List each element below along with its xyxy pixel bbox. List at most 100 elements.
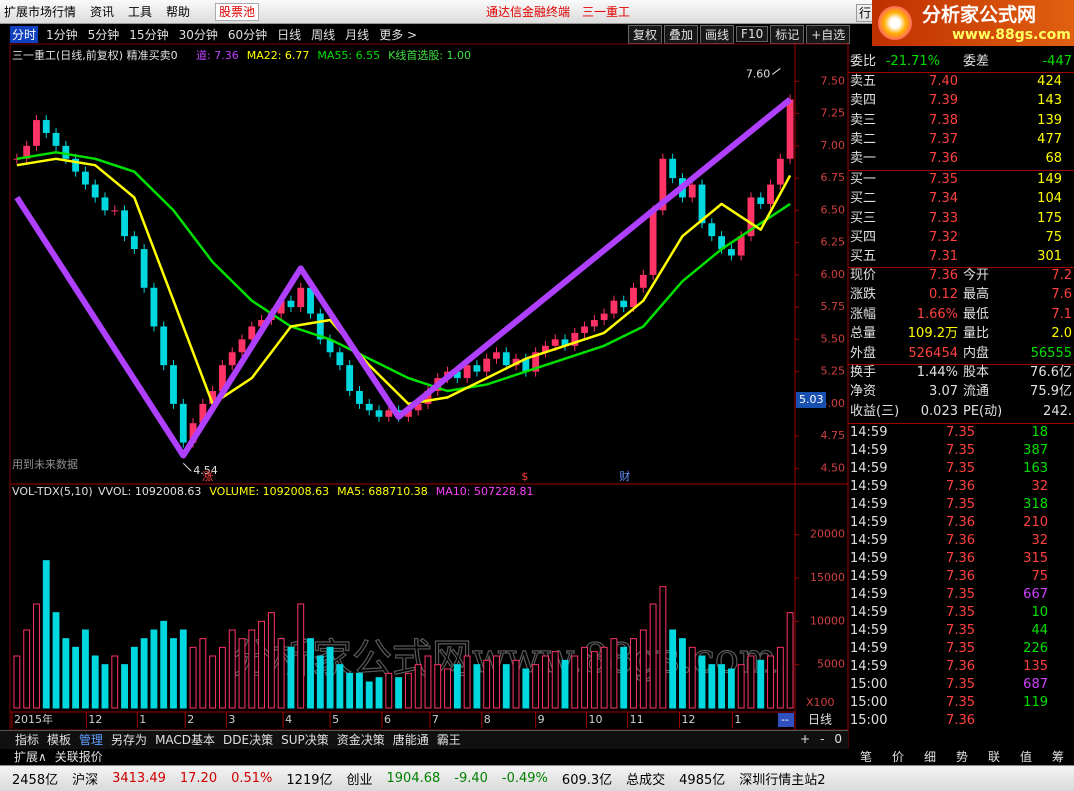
stat-cell: 涨幅 <box>850 306 877 322</box>
candle <box>33 120 40 146</box>
ratio-cell: 委差 <box>963 54 990 69</box>
y-tick-label: 6.25 <box>821 236 846 249</box>
tick-time: 14:59 <box>850 659 888 674</box>
annotation-leader <box>182 462 192 472</box>
bottom-tab[interactable]: 管理 <box>79 732 104 747</box>
stat-cell: 涨跌 <box>850 287 877 303</box>
indicator: VOLUME: 1092008.63 <box>209 485 329 498</box>
stat-cell: 242. <box>1043 403 1072 419</box>
x-tick-label: 7 <box>432 713 439 726</box>
tool-button[interactable]: 叠加 <box>664 24 699 44</box>
tick-time: 15:00 <box>850 713 888 728</box>
bottom-tab[interactable]: SUP决策 <box>281 732 329 747</box>
quote-tab[interactable]: 价 <box>891 749 904 764</box>
tick-time: 14:59 <box>850 515 888 530</box>
quote-tab[interactable]: 值 <box>1019 749 1032 764</box>
bottom-tab[interactable]: MACD基本 <box>155 732 216 747</box>
tool-button[interactable]: +自选 <box>806 24 851 44</box>
x-tick-label: 9 <box>538 713 545 726</box>
period-tab[interactable]: 1分钟 <box>46 27 78 42</box>
volume-bar <box>659 586 667 709</box>
bottom-tab[interactable]: 指标 <box>15 732 40 747</box>
extension-tab[interactable]: 扩展∧ <box>14 749 47 764</box>
stat-cell: 526454 <box>908 345 958 361</box>
volume-bar <box>718 664 726 709</box>
status-item: 创业 <box>346 772 373 788</box>
volume-bar <box>551 651 559 709</box>
period-tab[interactable]: 分时 <box>10 25 39 43</box>
candle <box>659 158 667 211</box>
ratio-cell: 委比 <box>850 54 877 69</box>
period-tab[interactable]: 15分钟 <box>129 27 169 42</box>
tick-volume: 210 <box>1023 515 1048 530</box>
tool-button[interactable]: 画线 <box>700 24 735 44</box>
stat-cell: 7.6 <box>1051 287 1072 303</box>
menu-item[interactable]: 工具 <box>128 5 153 19</box>
bottom-tab[interactable]: DDE决策 <box>223 732 274 747</box>
quote-tab[interactable]: 联 <box>987 749 1000 764</box>
quote-tab[interactable]: 势 <box>955 749 968 764</box>
candle <box>463 365 471 379</box>
stat-cell: 最低 <box>963 306 990 322</box>
candle <box>414 403 422 411</box>
period-tab[interactable]: 30分钟 <box>178 27 218 42</box>
candle <box>600 313 608 321</box>
bottom-tab[interactable]: 资金决策 <box>336 732 385 747</box>
tick-volume: 119 <box>1023 695 1048 710</box>
candle <box>708 223 716 237</box>
volume-bar <box>111 655 119 709</box>
quote-tab[interactable]: 笔 <box>859 749 872 764</box>
tick-volume: 18 <box>1031 425 1048 440</box>
period-tab[interactable]: 月线 <box>345 27 370 42</box>
period-tab[interactable]: 更多 > <box>379 27 418 42</box>
stat-cell: 2.0 <box>1051 326 1072 342</box>
quote-tab[interactable]: 细 <box>923 749 936 764</box>
x-tick-label: 4 <box>285 713 292 726</box>
volume-bar <box>121 664 128 709</box>
y-tick-label: 7.50 <box>821 74 846 87</box>
bottom-tab[interactable]: 唐能通 <box>392 732 429 747</box>
volume-bar <box>258 620 266 709</box>
period-tab[interactable]: 5分钟 <box>87 27 120 42</box>
candle <box>326 339 334 353</box>
extension-tab[interactable]: 关联报价 <box>54 749 103 764</box>
tick-price: 7.35 <box>946 605 975 620</box>
x-tick-label: 6 <box>384 713 391 726</box>
volume-bar <box>42 560 50 709</box>
chart-tools: 复权 叠加 画线 F10 标记 +自选 <box>628 24 851 44</box>
axis-end: -- <box>781 713 789 726</box>
menu-item[interactable]: 扩展市场行情 <box>4 5 77 19</box>
menu-item[interactable]: 帮助 <box>166 5 191 19</box>
candle <box>767 184 774 204</box>
tool-button[interactable]: F10 <box>736 26 769 42</box>
bottom-tab[interactable]: 模板 <box>47 732 72 747</box>
y-tick-label: 15000 <box>810 571 845 584</box>
tool-button[interactable]: 复权 <box>628 24 663 44</box>
bottom-tab[interactable]: 霸王 <box>436 732 461 747</box>
future-data-note: 用到未来数据 <box>12 457 78 471</box>
candle <box>23 145 31 159</box>
volume-bar <box>620 646 628 709</box>
zoom-button[interactable]: 0 <box>834 732 843 746</box>
bid-price: 7.31 <box>929 249 958 265</box>
volume-bar <box>307 638 314 709</box>
bottom-tab[interactable]: 另存为 <box>111 732 148 747</box>
period-tab[interactable]: 60分钟 <box>227 27 268 42</box>
period-tab[interactable]: 周线 <box>311 27 336 42</box>
stock-pool[interactable]: 股票池 <box>215 3 260 21</box>
quote-tab[interactable]: 筹 <box>1051 749 1064 764</box>
cursor-box <box>796 392 826 409</box>
candle <box>170 365 177 404</box>
volume-bar <box>375 677 383 709</box>
zoom-button[interactable]: - <box>820 732 825 746</box>
x-tick-label: 1 <box>139 713 146 726</box>
banner-stock: 三一重工 <box>582 5 631 19</box>
volume-bar <box>209 655 217 709</box>
zoom-button[interactable]: + <box>800 732 811 746</box>
menu-item[interactable]: 资讯 <box>90 5 115 19</box>
stat-cell: 内盘 <box>963 345 990 361</box>
y-tick-label: 10000 <box>810 614 845 627</box>
period-tab[interactable]: 日线 <box>277 27 302 42</box>
tool-button[interactable]: 标记 <box>770 24 805 44</box>
